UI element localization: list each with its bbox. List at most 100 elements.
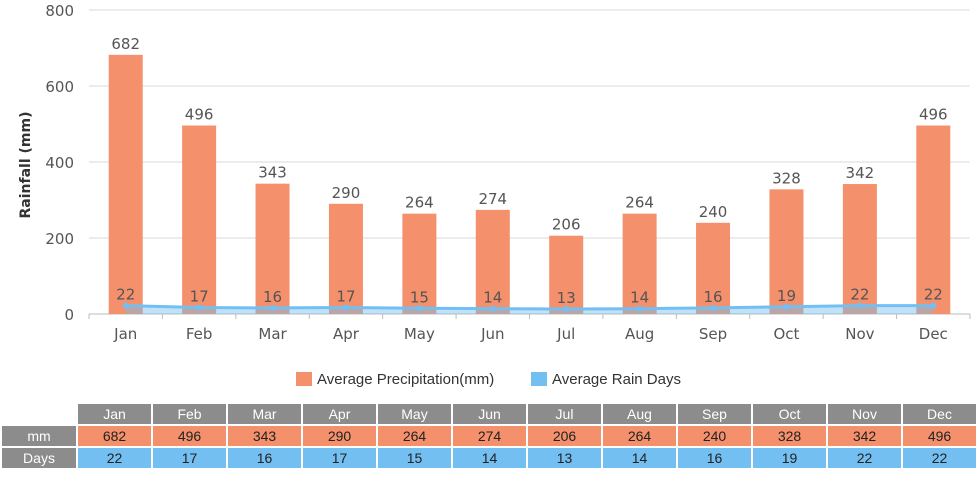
- rain-days-value-label: 16: [703, 288, 722, 306]
- rain-days-series-line[interactable]: [125, 304, 934, 311]
- x-tick-label: Sep: [699, 325, 727, 343]
- data-table: Jan Feb Mar Apr May Jun Jul Aug Sep Oct Nov Dec mm …: [0, 402, 978, 470]
- table-cell-rain-days: 22: [903, 448, 976, 468]
- row-label-mm: mm: [2, 426, 76, 446]
- rain-days-value-label: 22: [116, 286, 135, 304]
- table-cell-precipitation: 264: [378, 426, 451, 446]
- rain-days-point[interactable]: [930, 302, 937, 309]
- table-month-header: Aug: [603, 404, 676, 424]
- table-cell-rain-days: 17: [153, 448, 226, 468]
- precipitation-bar[interactable]: [402, 213, 437, 314]
- legend-swatch-rain-days[interactable]: [531, 372, 547, 386]
- rain-days-point[interactable]: [636, 305, 643, 312]
- table-cell-rain-days: 14: [603, 448, 676, 468]
- rain-days-point[interactable]: [342, 304, 349, 311]
- x-tick-label: Jul: [556, 325, 575, 343]
- precipitation-bar[interactable]: [622, 213, 657, 314]
- precipitation-value-label: 496: [919, 106, 948, 124]
- table-cell-precipitation: 274: [453, 426, 526, 446]
- rain-days-value-label: 15: [410, 288, 429, 306]
- rain-days-point[interactable]: [122, 302, 129, 309]
- row-label-days: Days: [2, 448, 76, 468]
- precipitation-value-label: 264: [625, 194, 654, 212]
- table-cell-precipitation: 343: [228, 426, 301, 446]
- rain-days-point[interactable]: [710, 304, 717, 311]
- x-tick-label: Jun: [480, 325, 504, 343]
- y-tick-label: 0: [64, 306, 74, 324]
- x-tick-label: Oct: [773, 325, 799, 343]
- y-tick-label: 400: [45, 154, 74, 172]
- rain-days-point[interactable]: [856, 302, 863, 309]
- precipitation-value-label: 496: [185, 106, 214, 124]
- precipitation-value-label: 264: [405, 194, 434, 212]
- precipitation-value-label: 682: [111, 35, 140, 53]
- table-month-header: Dec: [903, 404, 976, 424]
- rain-days-value-label: 14: [630, 289, 649, 307]
- table-row-days: Days 22 17 16 17 15 14 13 14 16 19 22 22: [2, 448, 976, 468]
- precipitation-bar[interactable]: [549, 235, 584, 314]
- precipitation-bar[interactable]: [696, 222, 731, 314]
- rain-days-value-label: 22: [924, 286, 943, 304]
- table-cell-rain-days: 16: [228, 448, 301, 468]
- precipitation-value-label: 290: [332, 184, 361, 202]
- precipitation-value-label: 274: [478, 190, 507, 208]
- precipitation-bar[interactable]: [108, 54, 143, 315]
- table-cell-rain-days: 22: [78, 448, 151, 468]
- y-axis-ticks: 0 200 400 600 800: [45, 2, 74, 324]
- table-cell-precipitation: 496: [153, 426, 226, 446]
- legend-label-precipitation[interactable]: Average Precipitation(mm): [317, 371, 494, 388]
- x-tick-label: Jan: [113, 325, 137, 343]
- precipitation-bar[interactable]: [255, 183, 290, 314]
- table-cell-rain-days: 22: [828, 448, 901, 468]
- x-tick-label: Aug: [625, 325, 654, 343]
- rain-days-line: 22 17 16 17 15 14 13 14 16 19 22 22: [116, 286, 943, 314]
- rain-days-value-label: 22: [850, 286, 869, 304]
- table-month-header: Feb: [153, 404, 226, 424]
- precipitation-bar[interactable]: [842, 184, 877, 314]
- table-cell-precipitation: 496: [903, 426, 976, 446]
- table-month-header: Mar: [228, 404, 301, 424]
- rain-days-point[interactable]: [563, 306, 570, 313]
- table-month-header: May: [378, 404, 451, 424]
- rain-days-point[interactable]: [489, 305, 496, 312]
- y-tick-label: 200: [45, 230, 74, 248]
- precipitation-value-label: 342: [846, 164, 875, 182]
- table-cell-precipitation: 290: [303, 426, 376, 446]
- rain-days-value-label: 14: [483, 289, 502, 307]
- precipitation-bar[interactable]: [475, 209, 510, 314]
- table-cell-rain-days: 13: [528, 448, 601, 468]
- rain-days-point[interactable]: [783, 303, 790, 310]
- legend[interactable]: Average Precipitation(mm) Average Rain D…: [296, 371, 681, 388]
- table-cell-precipitation: 264: [603, 426, 676, 446]
- table-cell-precipitation: 328: [753, 426, 826, 446]
- rain-days-point[interactable]: [416, 305, 423, 312]
- precipitation-value-label: 206: [552, 216, 581, 234]
- precipitation-bar[interactable]: [769, 189, 804, 314]
- precipitation-value-label: 240: [699, 203, 728, 221]
- table-cell-precipitation: 342: [828, 426, 901, 446]
- table-corner: [2, 404, 76, 424]
- x-axis-ticks: Jan Feb Mar Apr May Jun Jul Aug Sep Oct Nov Dec: [113, 325, 948, 343]
- precipitation-value-label: 343: [258, 164, 287, 182]
- table-cell-rain-days: 19: [753, 448, 826, 468]
- table-month-header: Nov: [828, 404, 901, 424]
- rain-days-value-label: 17: [190, 288, 209, 306]
- rain-days-value-label: 16: [263, 288, 282, 306]
- precipitation-bar[interactable]: [916, 125, 951, 315]
- table-cell-precipitation: 682: [78, 426, 151, 446]
- rain-days-point[interactable]: [196, 304, 203, 311]
- x-tick-label: Mar: [258, 325, 287, 343]
- y-tick-label: 600: [45, 78, 74, 96]
- table-cell-rain-days: 17: [303, 448, 376, 468]
- precipitation-value-label: 328: [772, 169, 801, 187]
- table-month-header: Sep: [678, 404, 751, 424]
- x-tick-label: Dec: [919, 325, 948, 343]
- precipitation-bar[interactable]: [328, 203, 363, 314]
- table-month-header: Jan: [78, 404, 151, 424]
- table-header-row: Jan Feb Mar Apr May Jun Jul Aug Sep Oct Nov Dec: [2, 404, 976, 424]
- legend-swatch-precipitation[interactable]: [296, 372, 312, 386]
- y-tick-label: 800: [45, 2, 74, 20]
- precipitation-bar[interactable]: [182, 125, 217, 315]
- legend-label-rain-days[interactable]: Average Rain Days: [552, 371, 681, 388]
- rain-days-point[interactable]: [269, 304, 276, 311]
